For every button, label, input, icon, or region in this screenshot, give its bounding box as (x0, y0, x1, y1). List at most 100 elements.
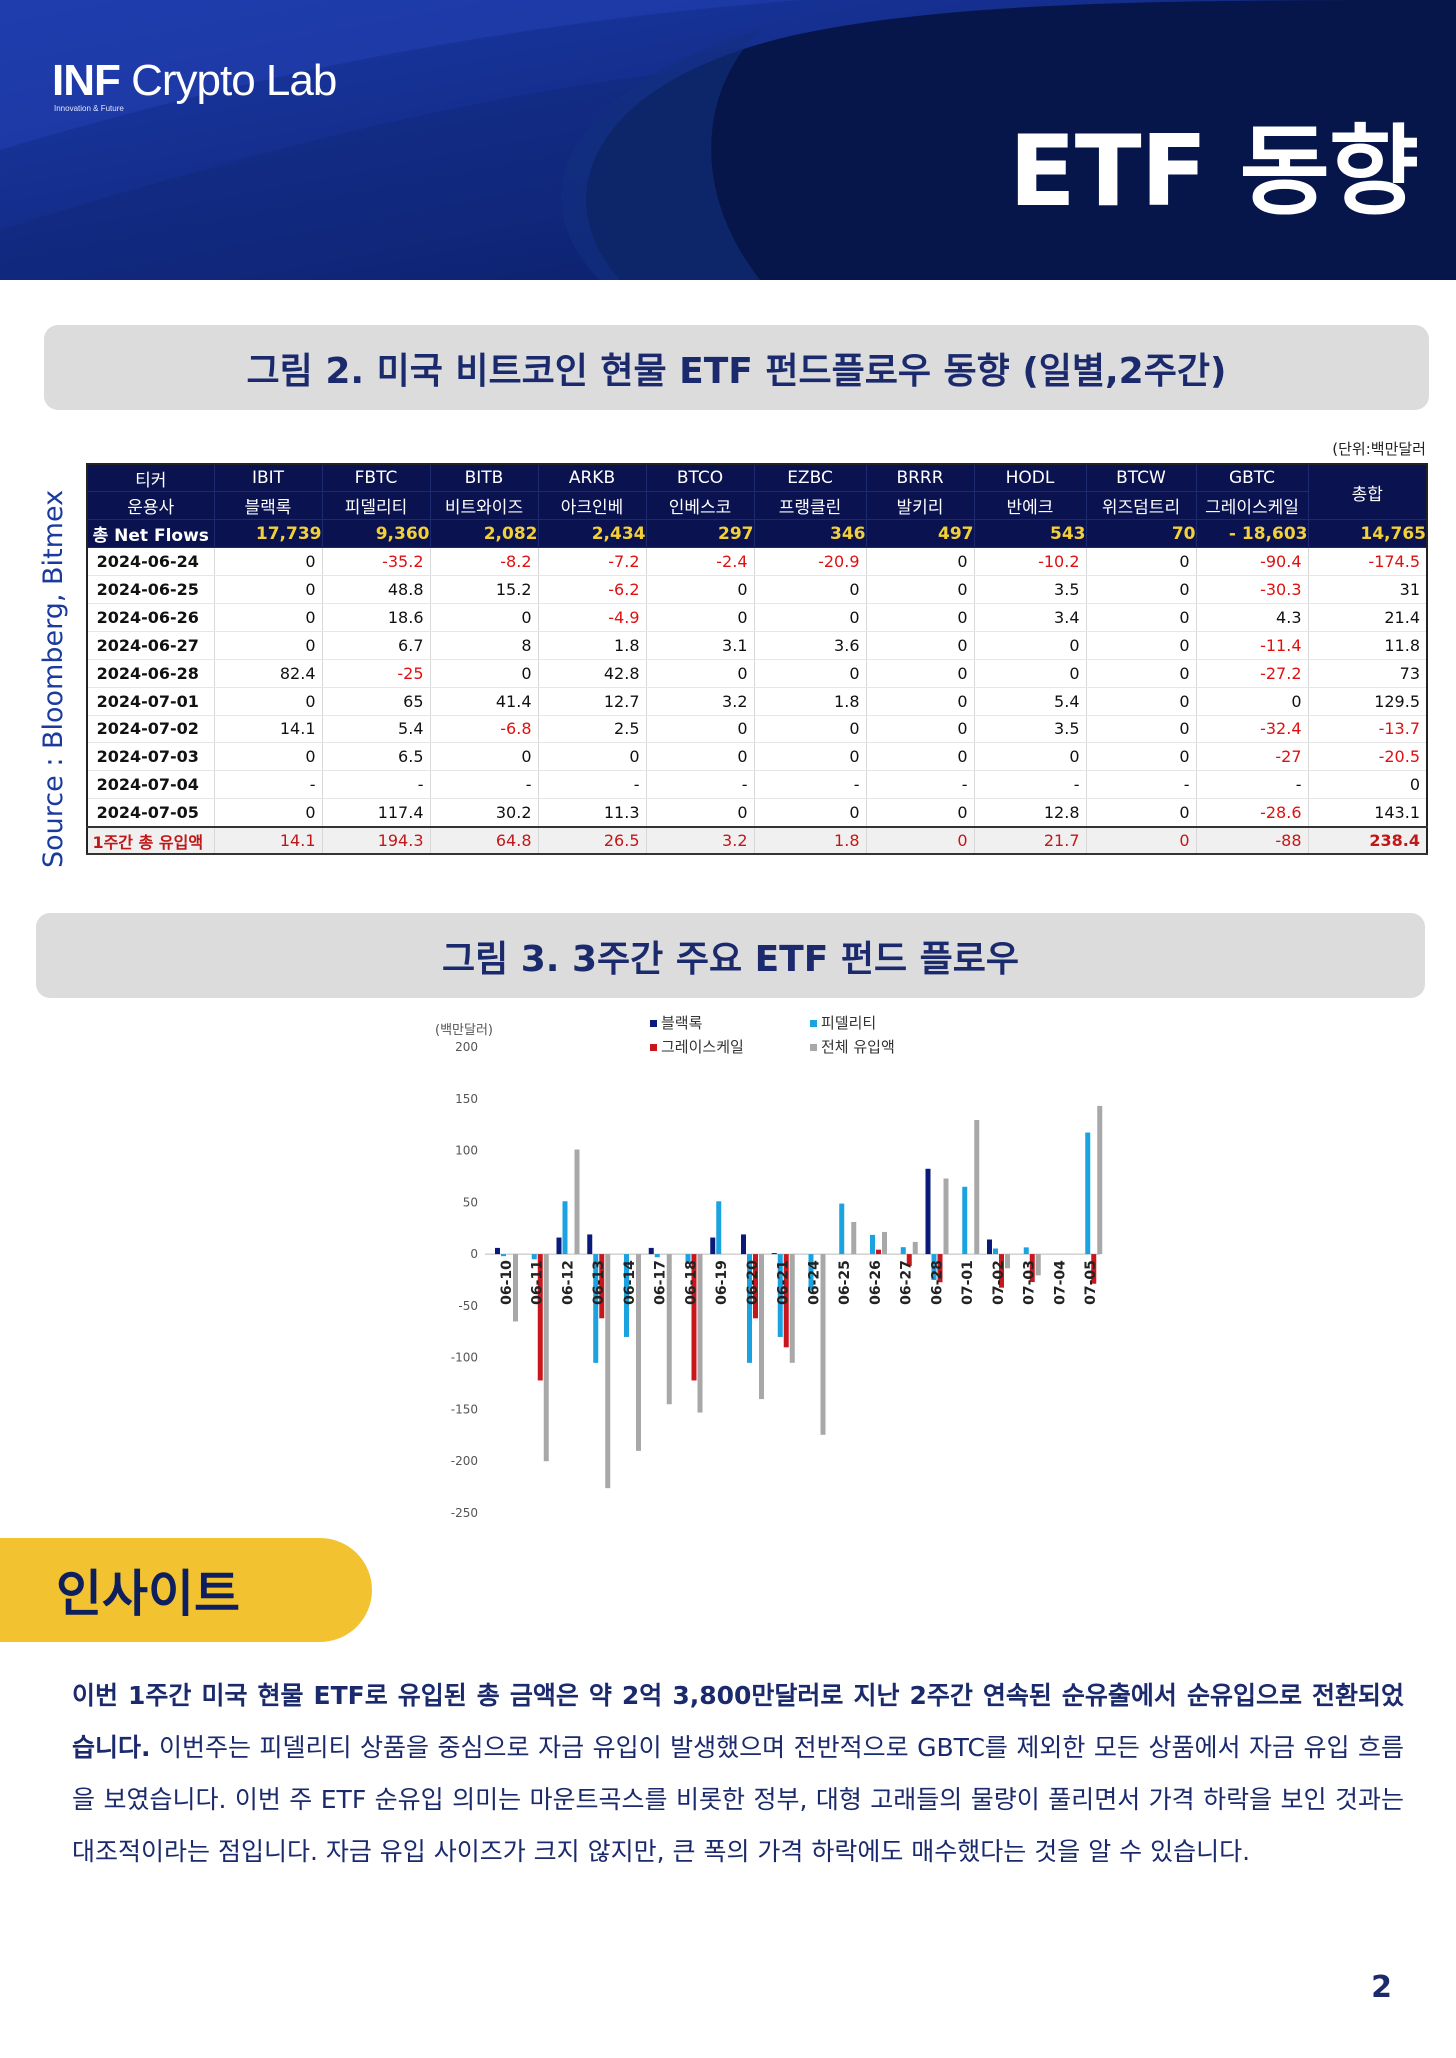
bar (931, 1254, 937, 1280)
insight-tag: 인사이트 (0, 1538, 372, 1642)
bar (1085, 1132, 1091, 1255)
bar (993, 1248, 998, 1255)
y-tick-label: -200 (451, 1454, 478, 1468)
bar (691, 1254, 697, 1381)
net-flow-cell: - 18,603 (1196, 519, 1309, 549)
x-tick-label: 06-27 (899, 1260, 915, 1305)
weekly-cell: 0 (866, 825, 975, 856)
flow-cell: 0 (1086, 547, 1197, 577)
flow-cell: 65 (322, 687, 431, 716)
y-tick-label: 200 (455, 1040, 478, 1054)
flow-cell: 3.2 (646, 687, 755, 716)
x-tick-label: 06-18 (684, 1260, 700, 1305)
flow-cell: -27 (1196, 742, 1309, 772)
header-background (0, 0, 1456, 280)
flow-cell: 0 (214, 603, 323, 632)
weekly-cell: 14.1 (214, 825, 323, 856)
logo-crypto-lab: Crypto Lab (119, 56, 337, 105)
bar (747, 1254, 752, 1363)
x-tick-label: 06-26 (868, 1260, 884, 1305)
bar (666, 1254, 672, 1405)
x-tick-label: 06-11 (530, 1260, 546, 1305)
bar (685, 1254, 691, 1263)
weekly-cell: -88 (1196, 825, 1309, 856)
daily-row: 2024-06-24 0 -35.2 -8.2 -7.2 -2.4 -20.9 0 -10.2 0… (87, 547, 1428, 577)
row-date: 2024-07-04 (87, 770, 215, 800)
flow-cell: 0 (214, 687, 323, 716)
x-tick-label: 07-03 (1022, 1260, 1038, 1305)
flow-cell: -25 (322, 659, 431, 688)
flow-cell: 0 (646, 575, 755, 604)
logo-inf: INF (52, 56, 121, 105)
ticker-cell: BTCW (1086, 464, 1197, 493)
weekly-total: 238.4 (1308, 825, 1428, 856)
net-flow-total: 14,765 (1308, 519, 1428, 549)
weekly-cell: 0 (1086, 825, 1197, 856)
row-date: 2024-06-25 (87, 575, 215, 604)
flow-cell: -2.4 (646, 547, 755, 577)
manager-cell: 발키리 (866, 491, 975, 521)
x-tick-label: 06-24 (807, 1260, 823, 1305)
x-tick-label: 06-20 (745, 1260, 761, 1305)
flow-cell: 3.5 (974, 715, 1087, 744)
bar (1091, 1254, 1097, 1284)
page-title: ETF 동향 (1008, 115, 1419, 229)
net-flow-cell: 2,434 (538, 519, 647, 549)
weekly-total-label: 1주간 총 유입액 (87, 825, 215, 856)
page-number: 2 (1371, 1970, 1392, 2005)
flow-cell: - (214, 770, 323, 800)
ticker-row: 티커 IBIT FBTC BITB ARKB BTCO EZBC BRRR HO… (87, 464, 1428, 521)
flow-cell: 3.4 (974, 603, 1087, 632)
bar (1035, 1254, 1041, 1276)
flow-cell: 15.2 (430, 575, 539, 604)
x-tick-label: 06-12 (561, 1260, 577, 1305)
bar (741, 1234, 746, 1255)
bar (513, 1254, 518, 1322)
bar (882, 1231, 887, 1255)
weekly-total-row: 1주간 총 유입액 14.1 194.3 64.8 26.5 3.2 1.8 0… (87, 825, 1428, 856)
manager-row: 운용사 블랙록 피델리티 비트와이즈 아크인베 인베스코 프랭클린 발키리 반에… (87, 491, 1427, 521)
ticker-cell: GBTC (1196, 464, 1309, 493)
ticker-cell: BITB (430, 464, 539, 493)
legend-swatch (810, 1020, 817, 1027)
flow-cell: 0 (214, 631, 323, 660)
bar (599, 1254, 605, 1319)
legend-label: 피델리티 (821, 1014, 876, 1032)
bar (999, 1254, 1004, 1288)
net-flow-cell: 9,360 (322, 519, 431, 549)
bar (753, 1254, 758, 1319)
flow-cell: 0 (1086, 575, 1197, 604)
insight-text: 이번주는 피델리티 상품을 중심으로 자금 유입이 발생했으며 전반적으로 GB… (72, 1733, 1404, 1866)
flow-cell: 0 (866, 659, 975, 688)
x-tick-label: 07-01 (960, 1260, 976, 1305)
flow-cell: 0 (866, 798, 975, 828)
flow-cell: 18.6 (322, 603, 431, 632)
total-header: 총합 (1308, 464, 1428, 521)
flow-cell: 0 (1086, 715, 1197, 744)
bar (587, 1234, 593, 1255)
flow-cell: - (1086, 770, 1197, 800)
y-tick-label: 0 (470, 1247, 478, 1261)
bar (912, 1241, 918, 1255)
flow-cell: 0 (214, 742, 323, 772)
bar (839, 1203, 845, 1255)
bar (697, 1254, 703, 1413)
flow-cell: 82.4 (214, 659, 323, 688)
flow-cell: -11.4 (1196, 631, 1309, 660)
bar (495, 1247, 500, 1255)
manager-cell: 프랭클린 (754, 491, 867, 521)
daily-row: 2024-06-26 0 18.6 0 -4.9 0 0 0 3.4 0 4.3 21.4 (87, 603, 1428, 632)
flow-cell: 0 (754, 659, 867, 688)
bar (900, 1247, 906, 1255)
row-date: 2024-06-26 (87, 603, 215, 632)
daily-row: 2024-06-27 0 6.7 8 1.8 3.1 3.6 0 0 0 -11.4 11.8 (87, 631, 1428, 660)
flow-cell: 0 (974, 742, 1087, 772)
weekly-cell: 3.2 (646, 825, 755, 856)
flow-cell: 0 (1086, 603, 1197, 632)
flow-cell: - (646, 770, 755, 800)
logo-tagline: Innovation & Future (54, 104, 124, 113)
flow-cell: - (974, 770, 1087, 800)
bar (1097, 1105, 1103, 1255)
bar (1023, 1247, 1029, 1255)
flow-cell: - (322, 770, 431, 800)
